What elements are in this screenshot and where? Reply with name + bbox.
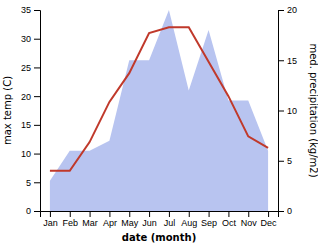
x-tick: Oct: [222, 211, 237, 228]
y2-axis-title: med. precipitation (kg/m2): [308, 43, 318, 177]
marks: [50, 10, 268, 211]
y-axis-line: [34, 11, 41, 212]
y-tick-label: 35: [21, 5, 31, 15]
x-tick-label: Dec: [261, 218, 278, 228]
y-tick-mark: [34, 10, 40, 11]
y-tick-label: 15: [21, 120, 31, 130]
x-tick-label: Mar: [82, 218, 98, 228]
y-tick-label: 25: [21, 63, 31, 73]
y2-tick-mark: [278, 211, 284, 212]
x-tick: Jul: [164, 211, 176, 228]
y-tick: 0: [26, 206, 40, 216]
x-tick: Sep: [201, 211, 217, 228]
x-tick-label: Sep: [201, 218, 217, 228]
x-tick-mark: [268, 211, 269, 217]
x-tick: Dec: [261, 211, 278, 228]
x-tick-label: Nov: [241, 218, 258, 228]
y-tick: 30: [21, 34, 40, 44]
y2-tick-label: 5: [287, 156, 292, 166]
x-tick-mark: [248, 211, 249, 217]
x-tick: Nov: [241, 211, 258, 228]
y2-tick-mark: [278, 161, 284, 162]
chart: Jan Feb Mar Apr MayJun Jul Aug Sep Oct NovDec 0 5 10…: [0, 0, 318, 247]
x-axis-title: date (month): [122, 232, 196, 243]
y2-tick: 20: [278, 5, 297, 15]
plot: Jan Feb Mar Apr MayJun Jul Aug Sep Oct NovDec 0 5 10…: [21, 5, 297, 228]
x-tick: Jun: [142, 211, 157, 228]
area: [50, 10, 268, 211]
x-tick-label: Jan: [43, 218, 58, 228]
x-tick-mark: [228, 211, 229, 217]
x-tick: Mar: [82, 211, 98, 228]
x-tick-mark: [70, 211, 71, 217]
line: [50, 27, 268, 171]
y2-axis-line: [279, 11, 285, 212]
y2-tick-mark: [278, 111, 284, 112]
x-tick-mark: [129, 211, 130, 217]
y2-tick: 15: [278, 56, 297, 66]
x-tick: Apr: [103, 211, 117, 228]
y2-tick-label: 10: [287, 106, 297, 116]
x-tick: Feb: [62, 211, 78, 228]
y-tick: 35: [21, 5, 40, 15]
y2-tick-mark: [278, 60, 284, 61]
x-tick-label: Jun: [142, 218, 157, 228]
x-tick: May: [121, 211, 139, 228]
y-axis: 0 5 10 15 20 25 30 35: [21, 5, 41, 216]
y2-tick-label: 0: [287, 206, 292, 216]
y2-tick: 10: [278, 106, 297, 116]
y-tick: 10: [21, 149, 40, 159]
x-tick-mark: [109, 211, 110, 217]
y-axis-title: max temp (C): [2, 76, 13, 145]
y-tick-label: 10: [21, 149, 31, 159]
y-tick-mark: [34, 125, 40, 126]
y-tick-mark: [34, 211, 40, 212]
y2-tick-label: 15: [287, 56, 297, 66]
x-tick-mark: [149, 211, 150, 217]
y-tick-label: 20: [21, 92, 31, 102]
y-tick-label: 5: [26, 178, 31, 188]
x-tick-label: Feb: [62, 218, 78, 228]
x-tick-label: Jul: [164, 218, 176, 228]
y-tick-mark: [34, 39, 40, 40]
y-tick: 25: [21, 63, 40, 73]
x-tick-mark: [169, 211, 170, 217]
y2-tick-mark: [278, 10, 284, 11]
x-tick-label: Oct: [222, 218, 237, 228]
y-tick-label: 30: [21, 34, 31, 44]
y-tick-mark: [34, 154, 40, 155]
y-tick-label: 0: [26, 206, 31, 216]
x-tick-mark: [90, 211, 91, 217]
x-tick-label: May: [121, 218, 139, 228]
x-tick-label: Apr: [103, 218, 117, 228]
x-axis: Jan Feb Mar Apr MayJun Jul Aug Sep Oct NovDec: [41, 211, 279, 228]
x-tick-mark: [50, 211, 51, 217]
y2-axis: 0 5 10 15 20: [278, 5, 297, 216]
x-axis-line: [41, 212, 279, 218]
x-tick-label: Aug: [181, 218, 197, 228]
y-tick-mark: [34, 182, 40, 183]
y-tick: 15: [21, 120, 40, 130]
y-tick: 20: [21, 92, 40, 102]
x-tick: Jan: [43, 211, 58, 228]
y-tick-mark: [34, 96, 40, 97]
x-tick-mark: [209, 211, 210, 217]
y-tick-mark: [34, 67, 40, 68]
x-tick-mark: [189, 211, 190, 217]
y2-tick: 5: [278, 156, 292, 166]
y2-tick: 0: [278, 206, 292, 216]
x-tick: Aug: [181, 211, 197, 228]
y-tick: 5: [26, 178, 40, 188]
y2-tick-label: 20: [287, 5, 297, 15]
